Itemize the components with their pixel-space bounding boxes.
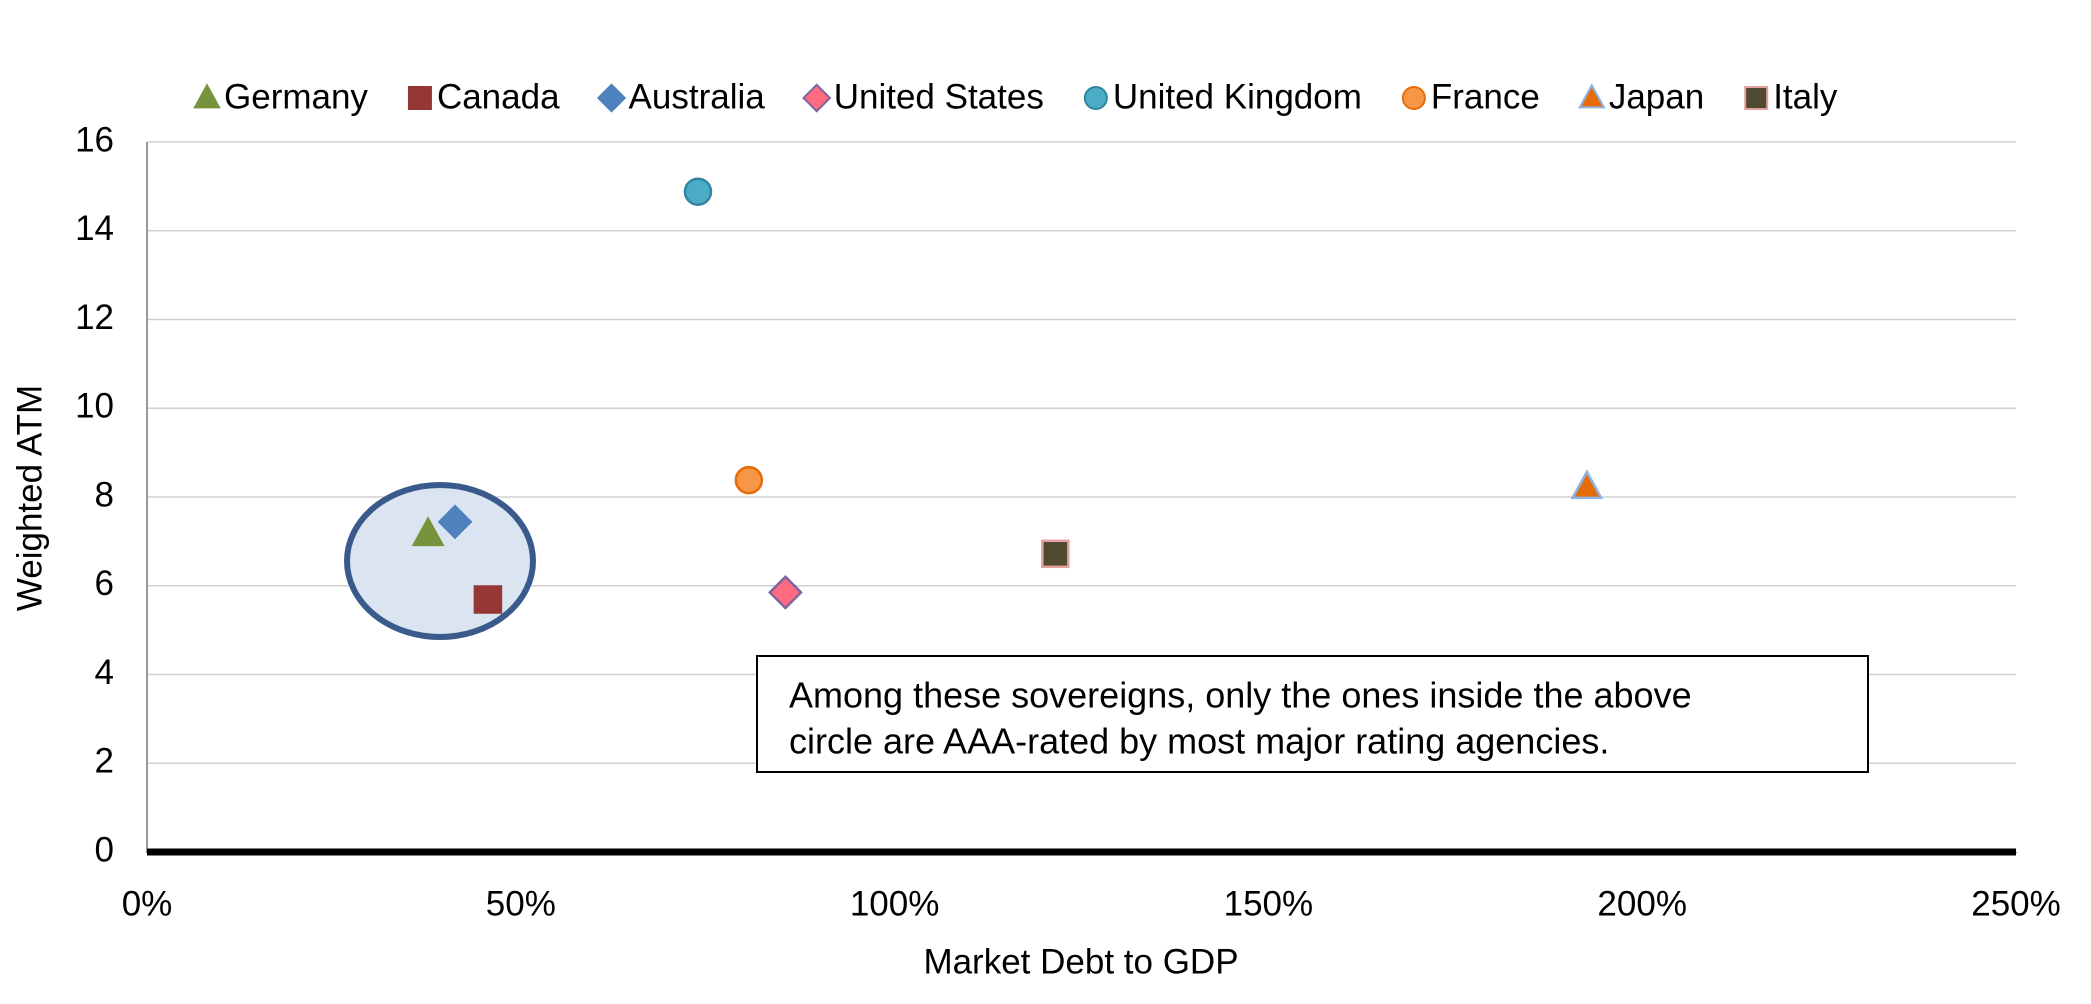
y-tick-label: 12 [75, 298, 114, 337]
marker [1744, 86, 1769, 110]
marker [193, 83, 221, 109]
legend-label: Japan [1609, 77, 1704, 116]
marker [1578, 83, 1606, 109]
y-tick-label: 6 [95, 564, 114, 603]
y-tick-label: 16 [75, 120, 114, 159]
legend-item: Germany [193, 77, 368, 116]
legend-label: Australia [629, 77, 766, 116]
x-tick-label: 200% [1597, 884, 1687, 923]
x-tick-label: 50% [486, 884, 556, 923]
annotation-line: Among these sovereigns, only the ones in… [789, 675, 1692, 716]
legend-label: France [1431, 77, 1540, 116]
marker [473, 585, 503, 614]
y-tick-label: 8 [95, 475, 114, 514]
legend-item: Italy [1744, 77, 1838, 116]
legend-item: France [1401, 77, 1540, 116]
y-tick-label: 10 [75, 387, 114, 426]
legend-label: Germany [224, 77, 368, 116]
annotation-box [756, 655, 1869, 773]
legend-item: Australia [596, 77, 766, 116]
legend-item: Canada [407, 77, 560, 116]
y-axis-label: Weighted ATM [10, 385, 49, 611]
x-tick-label: 0% [122, 884, 173, 923]
annotation-line: circle are AAA-rated by most major ratin… [789, 721, 1609, 762]
marker [596, 83, 627, 113]
x-axis-label: Market Debt to GDP [923, 942, 1238, 981]
marker [437, 504, 473, 540]
legend: Germany Canada Australia United States Unite… [193, 77, 1838, 116]
marker [1083, 86, 1108, 110]
marker [1401, 86, 1426, 110]
marker [768, 575, 803, 610]
marker [734, 465, 764, 495]
legend-item: United States [802, 77, 1044, 116]
marker [1041, 539, 1070, 569]
legend-label: Italy [1773, 77, 1838, 116]
legend-item: United Kingdom [1083, 77, 1362, 116]
legend-label: United States [834, 77, 1044, 116]
legend-item: Japan [1578, 77, 1704, 116]
marker [407, 86, 432, 110]
marker [411, 516, 445, 547]
legend-label: Canada [437, 77, 560, 116]
y-tick-label: 2 [95, 742, 114, 781]
y-tick-label: 14 [75, 209, 114, 248]
aaa-circle [344, 482, 536, 640]
marker [683, 177, 713, 206]
x-tick-label: 150% [1224, 884, 1314, 923]
y-tick-label: 0 [95, 830, 114, 869]
marker [1570, 469, 1604, 500]
x-tick-label: 100% [850, 884, 940, 923]
marks [411, 177, 1604, 614]
y-tick-label: 4 [95, 653, 114, 692]
marker [802, 83, 832, 113]
x-tick-label: 250% [1971, 884, 2061, 923]
legend-label: United Kingdom [1113, 77, 1362, 116]
